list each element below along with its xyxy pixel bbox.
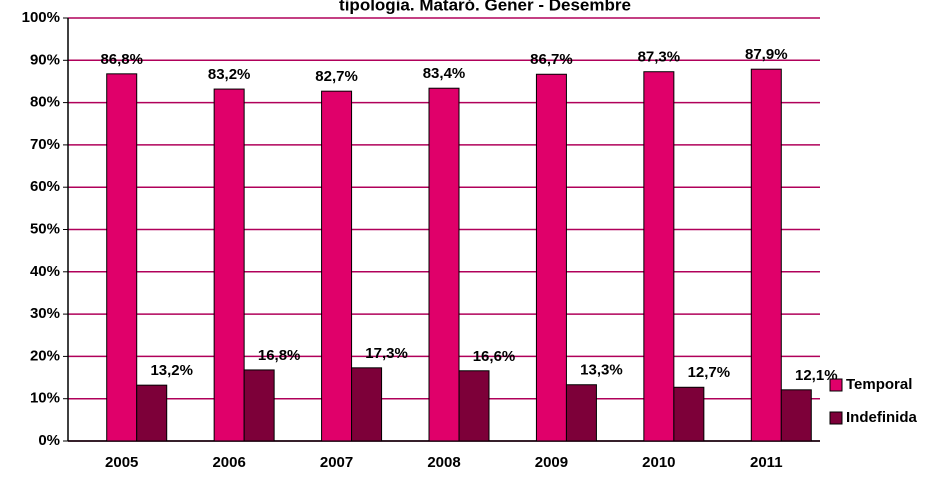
legend-swatch [829, 411, 843, 425]
data-label: 83,2% [208, 66, 251, 83]
legend-label: Indefinida [846, 409, 917, 426]
bar [321, 90, 353, 442]
data-label: 12,7% [688, 364, 731, 381]
y-tick-label: 40% [30, 263, 60, 280]
y-tick-label: 10% [30, 390, 60, 407]
bar [458, 370, 490, 442]
data-label: 16,6% [473, 348, 516, 365]
y-tick-label: 50% [30, 220, 60, 237]
bar [213, 88, 245, 442]
x-tick-label: 2011 [750, 454, 783, 471]
y-tick-label: 20% [30, 347, 60, 364]
y-tick-label: 90% [30, 51, 60, 68]
y-tick-label: 70% [30, 136, 60, 153]
data-label: 17,3% [365, 345, 408, 362]
data-label: 87,3% [638, 49, 681, 66]
bar [428, 87, 460, 442]
chart-title: tipologia. Mataró. Gener - Desembre [339, 0, 631, 14]
bar [750, 68, 782, 442]
x-tick-label: 2010 [642, 454, 675, 471]
x-tick-label: 2008 [427, 454, 460, 471]
bar [565, 384, 597, 442]
y-tick-label: 60% [30, 178, 60, 195]
x-tick-label: 2009 [535, 454, 568, 471]
data-label: 86,8% [100, 51, 143, 68]
data-label: 12,1% [795, 367, 838, 384]
bar [136, 384, 168, 442]
bar [243, 369, 275, 442]
x-tick-label: 2006 [212, 454, 245, 471]
x-tick-label: 2007 [320, 454, 353, 471]
x-tick-label: 2005 [105, 454, 138, 471]
bar [106, 73, 138, 442]
legend-label: Temporal [846, 376, 912, 393]
y-tick-label: 80% [30, 94, 60, 111]
y-tick-label: 100% [22, 9, 60, 26]
legend-swatch [829, 378, 843, 392]
bar [351, 367, 383, 442]
bar [780, 389, 812, 442]
y-tick-label: 30% [30, 305, 60, 322]
y-tick-label: 0% [38, 432, 60, 449]
bar [535, 73, 567, 442]
bar [673, 386, 705, 442]
data-label: 87,9% [745, 46, 788, 63]
data-label: 86,7% [530, 51, 573, 68]
data-label: 82,7% [315, 68, 358, 85]
data-label: 13,3% [580, 362, 623, 379]
data-label: 83,4% [423, 65, 466, 82]
bar [643, 71, 675, 442]
data-label: 13,2% [150, 362, 193, 379]
data-label: 16,8% [258, 347, 301, 364]
